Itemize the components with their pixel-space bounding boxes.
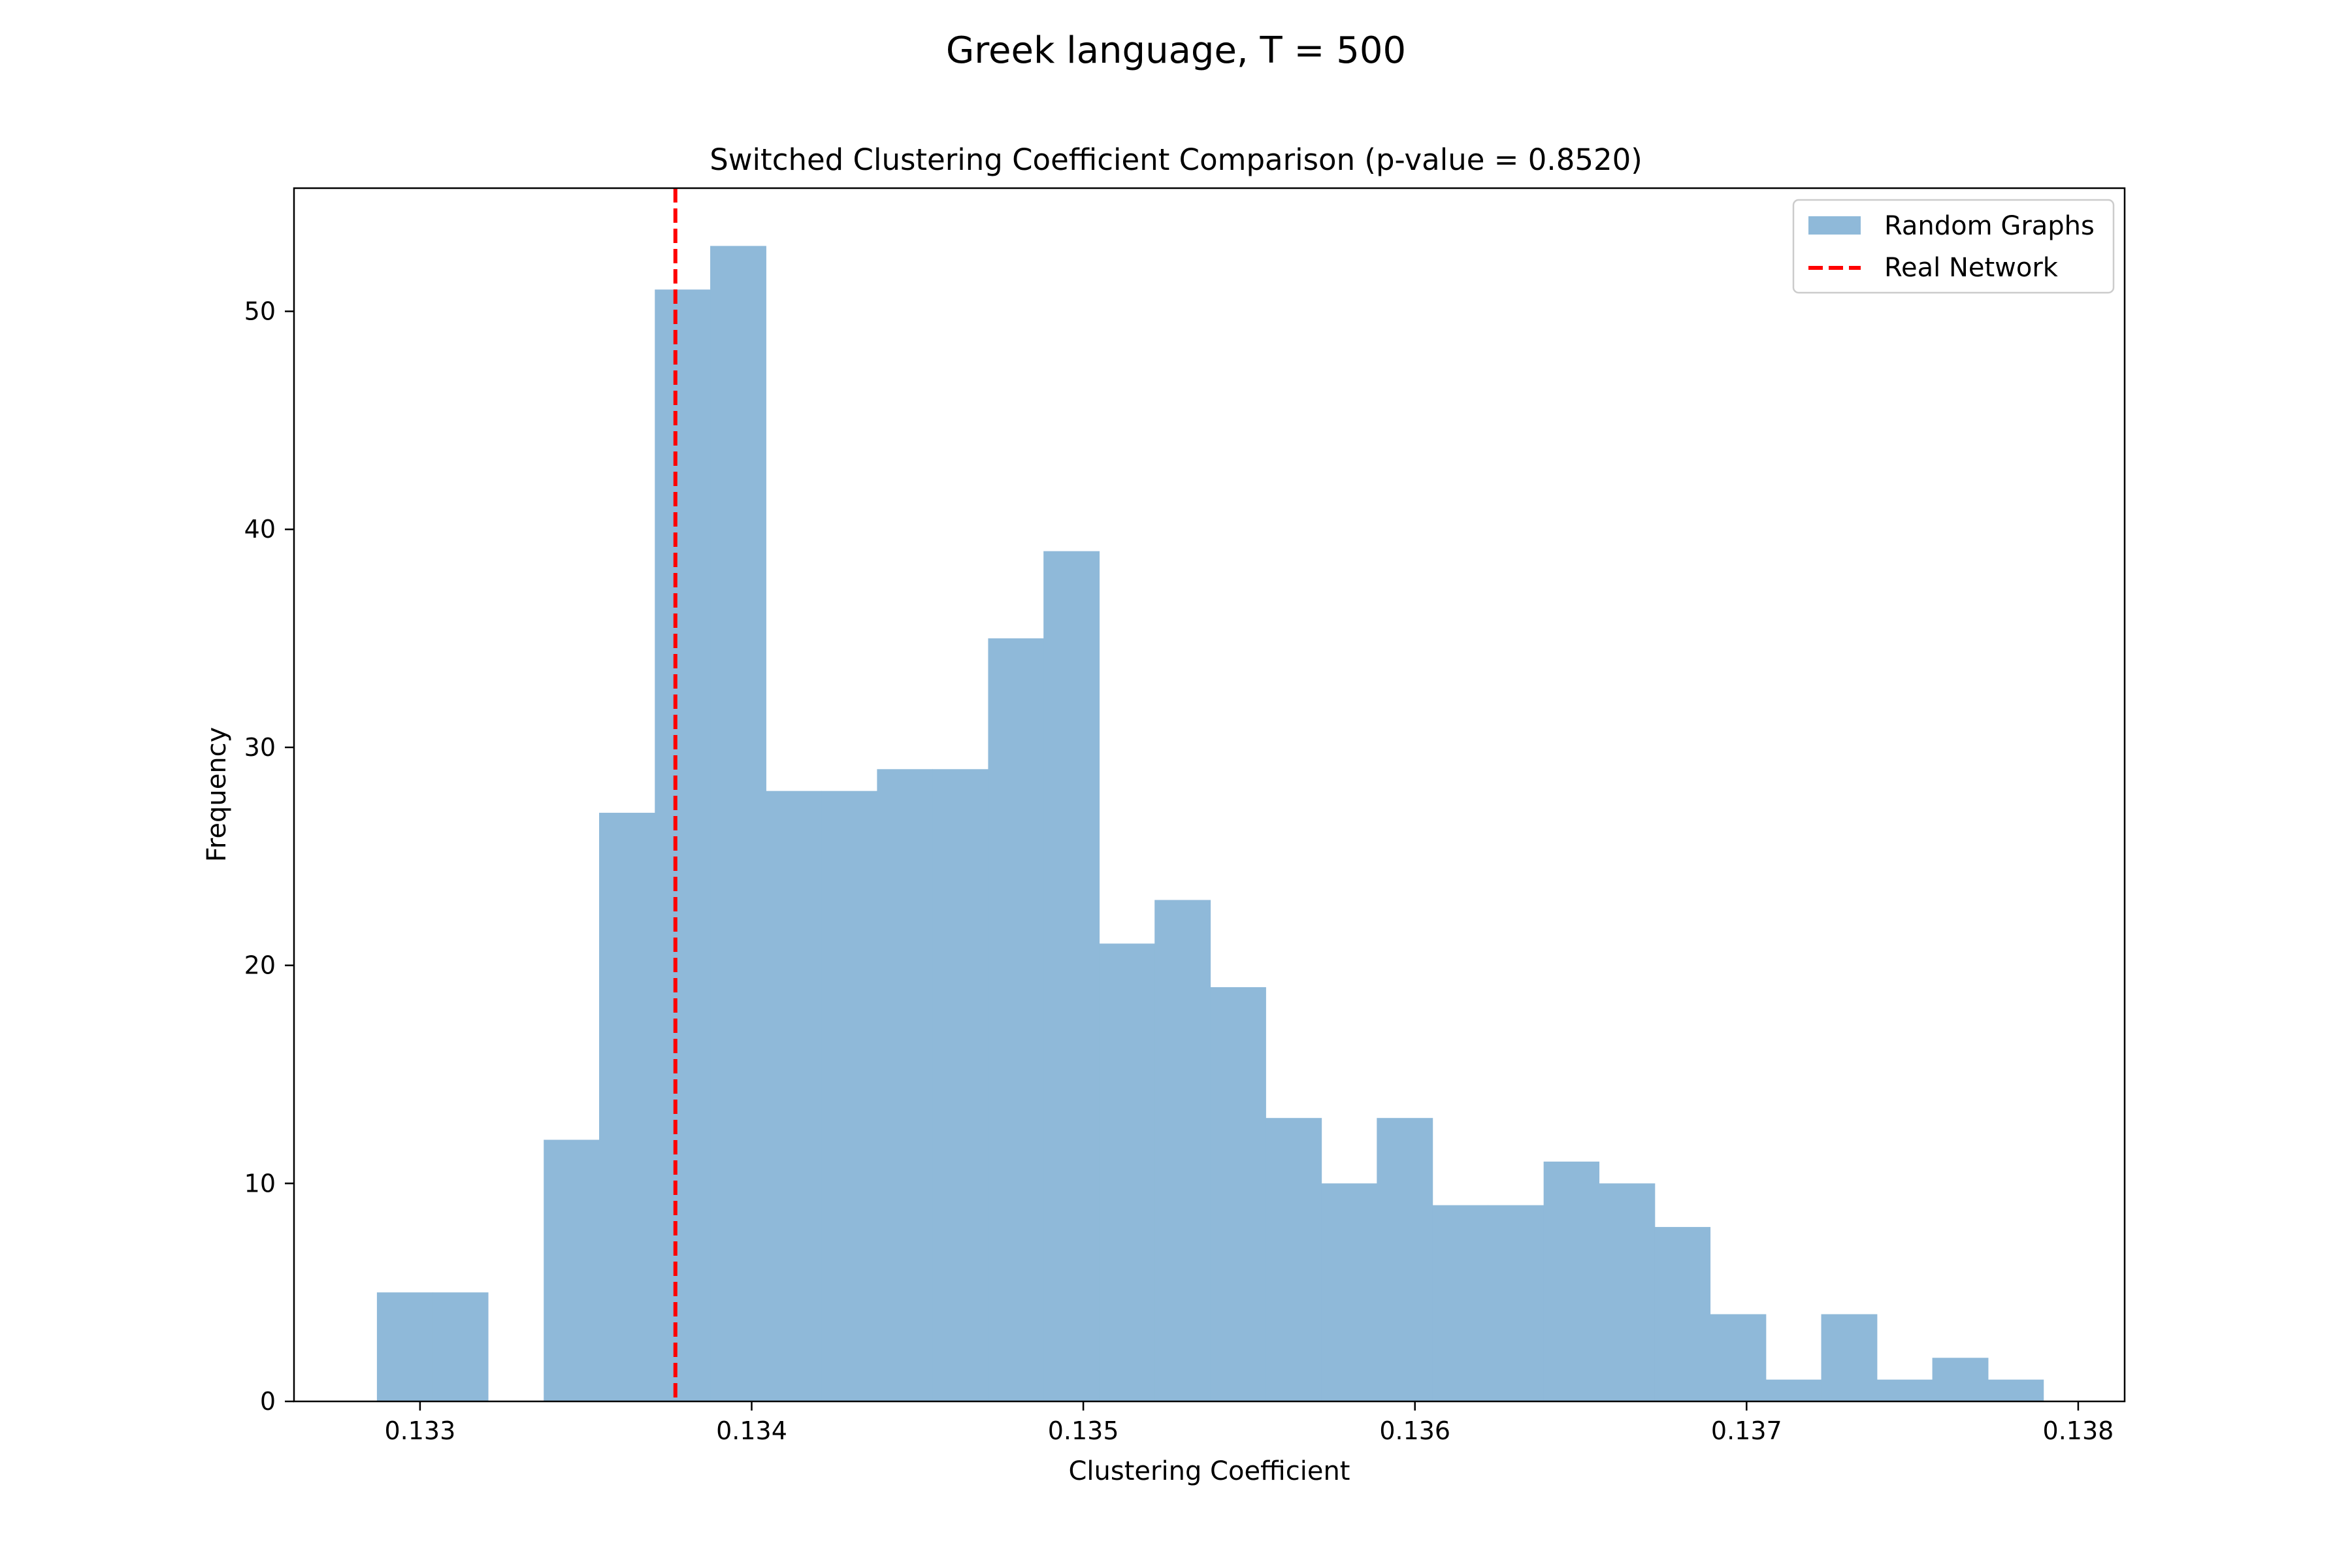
histogram-bar xyxy=(1821,1314,1878,1401)
histogram-bar xyxy=(1099,943,1155,1401)
plot-frame xyxy=(293,187,2126,1403)
histogram-bar xyxy=(544,1139,600,1401)
y-axis-ticks: 0 10 20 30 40 50 xyxy=(244,297,294,1416)
histogram-bar xyxy=(710,246,766,1401)
histogram-bar xyxy=(1654,1227,1711,1401)
legend-swatch-random-graphs xyxy=(1808,216,1861,235)
x-tick-label: 0.137 xyxy=(1711,1416,1782,1445)
legend: Random Graphs Real Network xyxy=(1792,199,2115,294)
chart-title: Switched Clustering Coefficient Comparis… xyxy=(710,142,1642,177)
histogram-bar xyxy=(1154,900,1211,1401)
legend-label-real-network: Real Network xyxy=(1884,253,2059,283)
histogram-bar xyxy=(1266,1118,1322,1401)
histogram-bar xyxy=(1710,1314,1767,1401)
legend-frame xyxy=(1792,199,2115,294)
x-tick-label: 0.134 xyxy=(716,1416,787,1445)
x-tick-label: 0.138 xyxy=(2043,1416,2114,1445)
y-tick-label: 20 xyxy=(244,951,276,980)
histogram-bar xyxy=(821,791,877,1401)
histogram-bar xyxy=(433,1292,489,1401)
histogram-bars xyxy=(376,246,2044,1402)
legend-label-random-graphs: Random Graphs xyxy=(1884,211,2095,241)
histogram-bar xyxy=(877,769,933,1401)
histogram-bar xyxy=(1321,1183,1377,1401)
y-axis-label: Frequency xyxy=(202,727,232,862)
histogram-bar xyxy=(1876,1379,1933,1401)
x-axis-ticks: 0.133 0.134 0.135 0.136 0.137 0.138 xyxy=(384,1401,2114,1445)
y-tick-label: 40 xyxy=(244,515,276,544)
y-tick-label: 30 xyxy=(244,733,276,762)
histogram-bar xyxy=(599,813,655,1401)
histogram-bar xyxy=(655,289,711,1401)
histogram-bar xyxy=(766,791,822,1401)
x-tick-label: 0.136 xyxy=(1379,1416,1450,1445)
histogram-bar xyxy=(1043,551,1100,1401)
histogram-bar xyxy=(988,638,1044,1402)
histogram-bar xyxy=(932,769,989,1401)
histogram-bar xyxy=(1599,1183,1656,1401)
histogram-bar xyxy=(1987,1379,2044,1401)
x-tick-label: 0.133 xyxy=(384,1416,455,1445)
histogram-bar xyxy=(376,1292,433,1401)
histogram-bar xyxy=(1210,987,1266,1401)
histogram-bar xyxy=(1488,1205,1544,1401)
histogram-bar xyxy=(1932,1358,1989,1401)
y-tick-label: 0 xyxy=(260,1387,276,1416)
figure-suptitle: Greek language, T = 500 xyxy=(946,29,1406,72)
histogram-bar xyxy=(1765,1379,1822,1401)
x-tick-label: 0.135 xyxy=(1048,1416,1119,1445)
y-tick-label: 50 xyxy=(244,297,276,326)
x-axis-label: Clustering Coefficient xyxy=(1069,1456,1350,1486)
y-tick-label: 10 xyxy=(244,1169,276,1198)
histogram-bar xyxy=(1543,1161,1600,1401)
histogram-bar xyxy=(1377,1118,1433,1401)
histogram-bar xyxy=(1432,1205,1488,1401)
